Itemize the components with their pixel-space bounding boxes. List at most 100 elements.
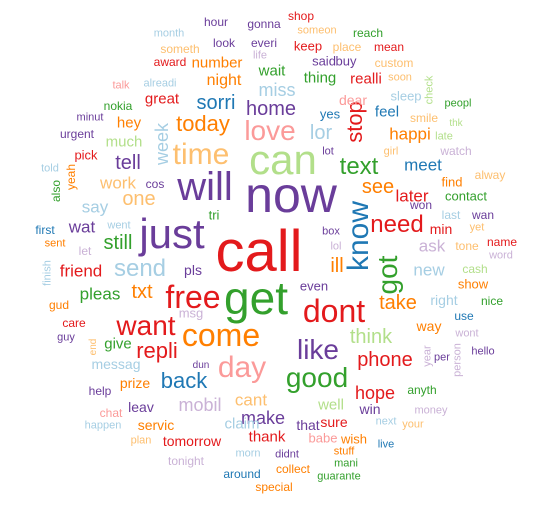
word-will: will bbox=[177, 165, 233, 209]
word-leav: leav bbox=[128, 399, 154, 415]
word-happi: happi bbox=[389, 124, 431, 144]
word-custom: custom bbox=[374, 56, 414, 70]
word-well: well bbox=[318, 396, 344, 414]
word-mobil: mobil bbox=[178, 395, 222, 415]
word-look: look bbox=[212, 36, 236, 50]
word-meet: meet bbox=[404, 155, 442, 175]
word-shop: shop bbox=[287, 9, 315, 23]
word-place: place bbox=[332, 40, 362, 54]
word-reach: reach bbox=[352, 26, 384, 40]
word-told: told bbox=[41, 162, 59, 175]
word-anyth: anyth bbox=[407, 383, 437, 397]
word-wait: wait bbox=[258, 62, 286, 80]
word-let: let bbox=[78, 244, 92, 258]
word-just: just bbox=[139, 210, 205, 257]
word-won: won bbox=[409, 198, 433, 212]
word-someth: someth bbox=[160, 42, 200, 56]
word-word: word bbox=[489, 249, 513, 262]
word-name: name bbox=[486, 235, 518, 249]
word-live: live bbox=[377, 438, 395, 451]
word-win: win bbox=[359, 401, 381, 417]
word-soon: soon bbox=[388, 71, 412, 84]
word-alway: alway bbox=[474, 168, 506, 182]
word-week: week bbox=[152, 122, 172, 166]
word-great: great bbox=[144, 90, 180, 108]
word-person: person bbox=[451, 343, 464, 377]
word-contact: contact bbox=[445, 188, 487, 204]
word-realli: realli bbox=[350, 70, 382, 88]
word-everi: everi bbox=[250, 36, 278, 50]
word-nokia: nokia bbox=[103, 99, 133, 113]
word-smile: smile bbox=[409, 111, 439, 125]
word-hope: hope bbox=[354, 383, 396, 403]
word-come: come bbox=[181, 317, 261, 353]
word-find: find bbox=[441, 174, 463, 190]
word-chat: chat bbox=[99, 406, 123, 420]
word-phone: phone bbox=[357, 349, 413, 371]
word-care: care bbox=[62, 316, 86, 330]
word-talk: talk bbox=[112, 79, 130, 92]
word-min: min bbox=[429, 221, 453, 237]
word-mean: mean bbox=[373, 40, 405, 54]
word-award: award bbox=[153, 55, 187, 69]
word-watch: watch bbox=[440, 144, 472, 158]
word-feel: feel bbox=[374, 103, 400, 121]
word-need: need bbox=[370, 211, 424, 238]
word-still: still bbox=[103, 232, 133, 254]
word-late: late bbox=[435, 130, 453, 143]
word-show: show bbox=[457, 276, 489, 292]
word-claim: claim bbox=[224, 415, 260, 433]
word-sorri: sorri bbox=[196, 92, 236, 114]
word-back: back bbox=[160, 368, 208, 393]
word-sent: sent bbox=[44, 237, 66, 250]
word-see: see bbox=[361, 176, 395, 198]
word-said: said bbox=[312, 53, 336, 69]
word-day: day bbox=[217, 351, 267, 384]
word-special: special bbox=[255, 480, 293, 494]
word-love: love bbox=[244, 115, 296, 146]
word-got: got bbox=[372, 255, 403, 295]
word-hey: hey bbox=[116, 114, 142, 132]
word-send: send bbox=[113, 255, 167, 282]
word-want: want bbox=[116, 310, 176, 341]
word-dear: dear bbox=[338, 92, 368, 108]
word-thk: thk bbox=[449, 118, 463, 129]
word-ask: ask bbox=[418, 236, 446, 256]
word-now: now bbox=[245, 167, 337, 223]
word-home: home bbox=[245, 98, 297, 120]
word-get: get bbox=[224, 272, 288, 324]
word-finish: finish bbox=[41, 260, 54, 286]
word-ill: ill bbox=[330, 255, 344, 277]
word-didnt: didnt bbox=[275, 448, 299, 461]
word-mani: mani bbox=[334, 457, 358, 470]
word-one: one bbox=[122, 188, 156, 210]
word-prize: prize bbox=[119, 375, 151, 391]
word-repli: repli bbox=[136, 338, 178, 363]
word-lor: lor bbox=[309, 122, 333, 144]
word-cos: cos bbox=[145, 177, 165, 191]
word-cant: cant bbox=[234, 390, 268, 410]
word-wan: wan bbox=[471, 208, 495, 222]
word-tell: tell bbox=[115, 152, 141, 174]
word-someon: someon bbox=[297, 24, 337, 37]
word-also: also bbox=[49, 179, 63, 203]
word-that: that bbox=[296, 417, 320, 433]
word-wish: wish bbox=[340, 431, 368, 447]
word-yet: yet bbox=[469, 221, 485, 234]
word-gud: gud bbox=[48, 298, 70, 312]
word-next: next bbox=[375, 415, 397, 428]
word-peopl: peopl bbox=[444, 97, 472, 110]
word-tonight: tonight bbox=[167, 454, 205, 468]
word-take: take bbox=[379, 292, 417, 314]
word-went: went bbox=[107, 219, 131, 232]
word-time: time bbox=[172, 138, 230, 171]
word-give: give bbox=[104, 335, 132, 353]
word-hour: hour bbox=[203, 15, 229, 29]
word-morn: morn bbox=[235, 447, 261, 460]
word-sleep: sleep bbox=[390, 88, 422, 104]
word-life: life bbox=[252, 49, 268, 62]
word-free: free bbox=[165, 279, 221, 315]
word-later: later bbox=[395, 186, 429, 206]
word-miss: miss bbox=[258, 80, 296, 100]
